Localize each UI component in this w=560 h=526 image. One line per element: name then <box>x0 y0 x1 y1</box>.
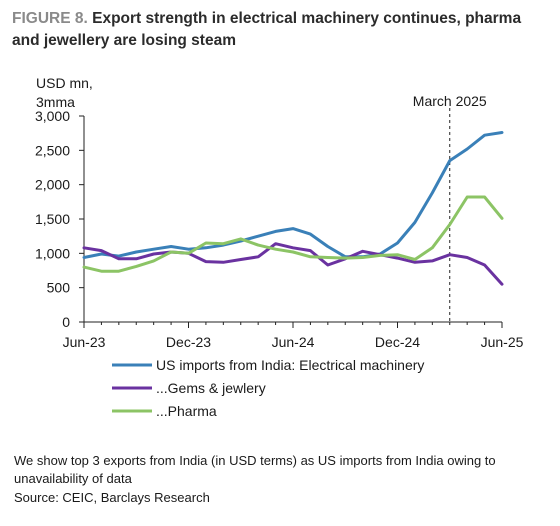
legend-label-0: US imports from India: Electrical machin… <box>156 357 424 373</box>
x-tick-label: Dec-23 <box>166 334 211 350</box>
y-axis-label: USD mn, <box>36 75 93 91</box>
line-chart: USD mn, 3mma 0 500 1,000 1,500 2,000 2,500 3,000… <box>35 75 524 419</box>
figure-title-text: Export strength in electrical machinery … <box>12 10 522 49</box>
series-line-2 <box>82 195 504 273</box>
figure-title: FIGURE 8. Export strength in electrical … <box>12 8 552 52</box>
chart-note: We show top 3 exports from India (in USD… <box>14 453 496 486</box>
x-tick-label: Dec-24 <box>375 334 420 350</box>
chart-source: Source: CEIC, Barclays Research <box>14 490 210 505</box>
y-tick-label: 2,000 <box>35 177 70 193</box>
y-tick-label: 3,000 <box>35 108 70 124</box>
y-tick-label: 0 <box>62 314 70 330</box>
y-tick-label: 1,000 <box>35 245 70 261</box>
figure-label: FIGURE 8. <box>12 10 88 27</box>
x-tick-label: Jun-25 <box>481 334 524 350</box>
x-tick-label: Jun-23 <box>63 334 106 350</box>
x-tick-label: Jun-24 <box>272 334 315 350</box>
y-axis-label-unit: 3mma <box>36 94 75 110</box>
y-tick-label: 1,500 <box>35 211 70 227</box>
series-line-0 <box>82 131 504 259</box>
legend-label-2: ...Pharma <box>156 403 217 419</box>
legend-label-1: ...Gems & jewlery <box>156 380 266 396</box>
annotation-label: March 2025 <box>413 93 487 109</box>
y-tick-label: 2,500 <box>35 142 70 158</box>
series-line-1 <box>82 242 504 286</box>
y-tick-label: 500 <box>47 280 71 296</box>
